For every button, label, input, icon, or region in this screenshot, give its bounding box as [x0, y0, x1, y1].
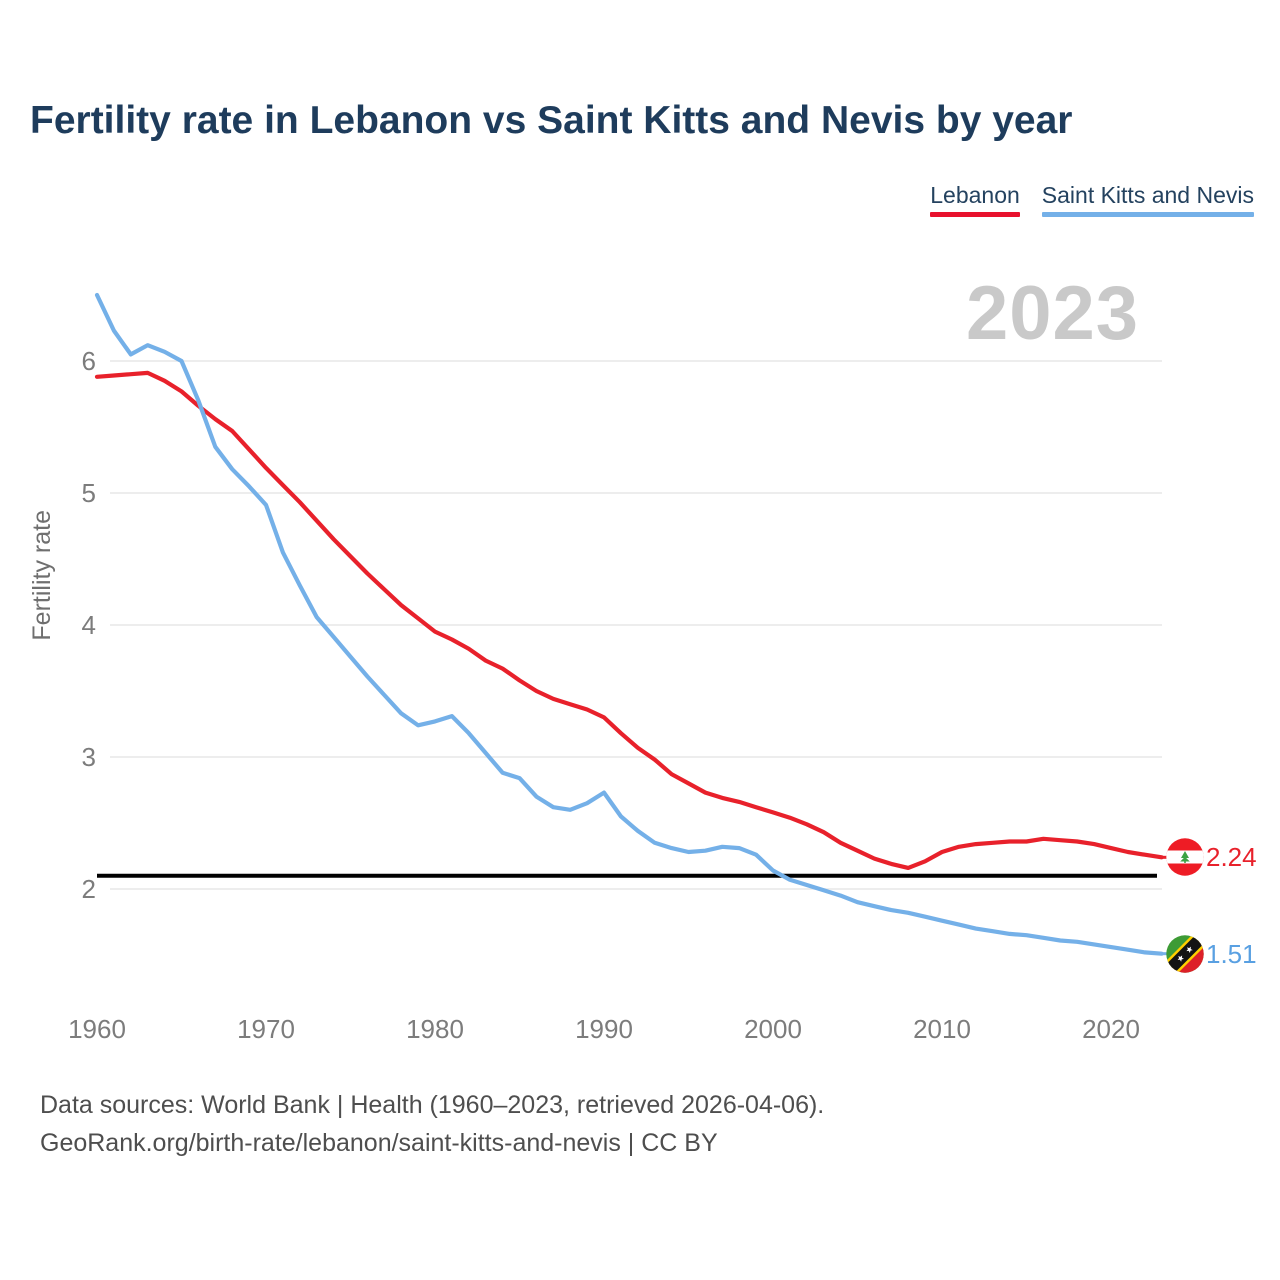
y-tick-label: 5	[81, 478, 96, 508]
legend-item-saint-kitts-and-nevis[interactable]: Saint Kitts and Nevis	[1041, 182, 1254, 217]
legend-label-lebanon: Lebanon	[930, 182, 1020, 208]
x-tick-label: 2010	[913, 1014, 971, 1044]
y-tick-label: 4	[81, 610, 96, 640]
x-tick-label: 2000	[744, 1014, 802, 1044]
y-tick-label: 3	[81, 742, 96, 772]
x-tick-label: 2020	[1082, 1014, 1140, 1044]
legend: Lebanon Saint Kitts and Nevis	[930, 182, 1254, 217]
x-tick-label: 1990	[575, 1014, 633, 1044]
page-title: Fertility rate in Lebanon vs Saint Kitts…	[30, 99, 1073, 142]
end-value-saint-kitts-and-nevis: 1.51	[1206, 938, 1257, 969]
data-sources-line2: GeoRank.org/birth-rate/lebanon/saint-kit…	[40, 1129, 718, 1157]
x-tick-label: 1970	[237, 1014, 295, 1044]
y-tick-label: 2	[81, 874, 96, 904]
lebanon-flag-icon	[1166, 838, 1204, 877]
x-tick-label: 1980	[406, 1014, 464, 1044]
legend-color-bar-lebanon	[930, 212, 1020, 217]
data-sources-line1: Data sources: World Bank | Health (1960–…	[40, 1091, 825, 1119]
x-tick-label: 1960	[68, 1014, 126, 1044]
saint-kitts-and-nevis-flag-icon	[1166, 934, 1204, 973]
end-value-lebanon: 2.24	[1206, 842, 1257, 873]
legend-color-bar-saint-kitts-and-nevis	[1041, 212, 1254, 217]
year-watermark: 2023	[966, 271, 1140, 356]
legend-item-lebanon[interactable]: Lebanon	[930, 182, 1020, 217]
y-tick-label: 6	[81, 346, 96, 376]
data-sources: Data sources: World Bank | Health (1960–…	[40, 1086, 824, 1162]
legend-label-saint-kitts-and-nevis: Saint Kitts and Nevis	[1041, 182, 1254, 208]
